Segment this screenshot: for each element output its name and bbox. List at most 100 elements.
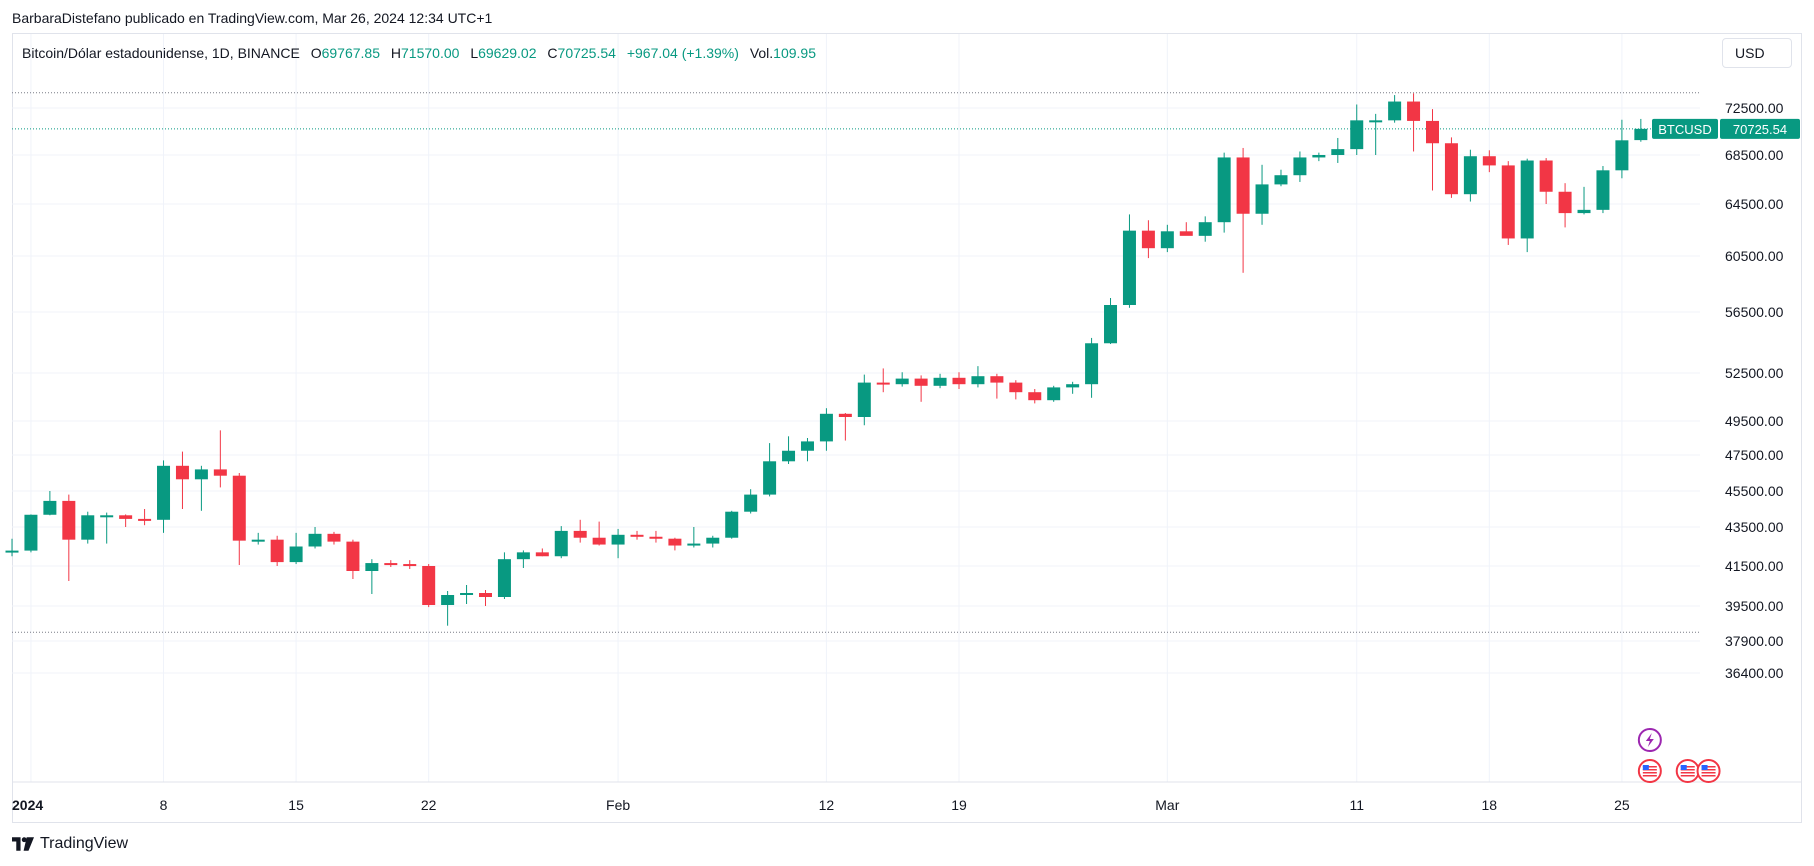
price-tick-label: 49500.00	[1725, 413, 1784, 429]
candle	[327, 531, 341, 545]
candle-body	[81, 515, 95, 540]
chart-frame	[12, 33, 1802, 823]
candle	[1444, 137, 1458, 198]
candle	[175, 451, 189, 509]
candle	[611, 528, 625, 559]
candle	[763, 443, 777, 497]
candle-body	[1407, 101, 1421, 121]
reference-lines	[12, 92, 1700, 633]
price-tick-label: 43500.00	[1725, 519, 1784, 535]
time-tick-label: 2024	[12, 797, 43, 813]
candle	[1122, 214, 1136, 308]
candle	[1179, 222, 1193, 236]
price-tick-label: 52500.00	[1725, 365, 1784, 381]
candle-body	[1520, 160, 1534, 239]
price-tick-label: 37900.00	[1725, 633, 1784, 649]
candle	[744, 489, 758, 514]
candle-body	[62, 500, 76, 540]
candle	[535, 548, 549, 557]
candle	[43, 491, 57, 516]
candle	[479, 590, 492, 606]
candle-body	[157, 465, 171, 520]
legend-volume-value: 109.95	[773, 45, 816, 61]
candle	[497, 552, 511, 599]
candle	[630, 530, 644, 540]
candle-body	[100, 515, 114, 518]
candle-body	[990, 376, 1004, 383]
candle-body	[782, 450, 796, 462]
currency-selector-button[interactable]: USD	[1722, 38, 1792, 68]
candle	[308, 527, 322, 549]
candle	[157, 460, 171, 533]
us-flag-canton	[1701, 765, 1708, 770]
candle-body	[289, 546, 303, 563]
candle-body	[668, 538, 682, 546]
candle-body	[365, 563, 379, 571]
candle	[1066, 381, 1080, 394]
legend-open-value: 69767.85	[321, 45, 380, 61]
tradingview-logo[interactable]: TradingView	[12, 835, 128, 853]
candle	[782, 436, 796, 464]
candle-body	[1426, 120, 1439, 144]
candle-body	[516, 552, 530, 560]
us-flag-stripe	[1642, 769, 1657, 771]
candle	[1350, 104, 1364, 155]
candle-body	[119, 515, 133, 519]
candle	[952, 372, 966, 389]
us-flag-canton	[1642, 765, 1649, 770]
candle-body	[479, 593, 492, 597]
candle-body	[441, 595, 455, 605]
price-tag-symbol: BTCUSD	[1658, 122, 1711, 137]
candle	[441, 591, 455, 626]
candle-body	[819, 413, 833, 442]
time-tick-label: 8	[160, 797, 168, 813]
candle	[1293, 151, 1307, 182]
candle	[232, 473, 246, 566]
candle-body	[857, 382, 871, 417]
us-flag-stripe	[1701, 772, 1716, 774]
candle	[422, 564, 436, 608]
candle-body	[1312, 155, 1326, 158]
candle	[876, 368, 890, 393]
candle-body	[5, 550, 19, 553]
candle	[1028, 389, 1042, 404]
time-tick-label: 15	[288, 797, 304, 813]
candle-body	[1122, 230, 1136, 305]
us-flag-stripe	[1701, 766, 1716, 768]
candle-body	[952, 377, 966, 385]
candle	[1463, 149, 1477, 202]
candle-body	[630, 534, 644, 537]
candle-body	[800, 441, 814, 451]
price-tag-value: 70725.54	[1733, 122, 1787, 137]
candle-body	[573, 530, 587, 538]
candle-body	[1141, 230, 1155, 249]
candle-body	[1236, 157, 1250, 214]
candle	[725, 510, 739, 539]
candle	[384, 560, 398, 567]
us-flag-stripe	[1680, 766, 1695, 768]
us-flag-stripe	[1701, 775, 1716, 777]
us-flag-icon-ring	[1637, 759, 1662, 783]
candle	[592, 521, 606, 546]
candle	[1217, 152, 1231, 233]
candle-body	[403, 564, 417, 567]
candle-body	[1217, 157, 1231, 223]
candle	[819, 408, 833, 451]
candle	[706, 535, 720, 548]
candle-body	[1255, 184, 1269, 214]
legend-open-label: O	[310, 45, 322, 61]
us-flag-canton	[1680, 765, 1687, 770]
candle	[213, 430, 227, 488]
candle	[1009, 380, 1023, 400]
candle	[289, 532, 303, 565]
price-axis: 72500.00 68500.00 64500.00 60500.00 56500.00…	[1725, 100, 1784, 681]
candle	[1369, 113, 1383, 155]
flash-icon-bolt	[1645, 733, 1654, 747]
price-tick-label: 36400.00	[1725, 665, 1784, 681]
candle	[687, 527, 701, 548]
candle	[990, 373, 1004, 399]
candle-body	[422, 566, 436, 605]
candle	[1539, 158, 1553, 204]
time-tick-label: 22	[421, 797, 437, 813]
